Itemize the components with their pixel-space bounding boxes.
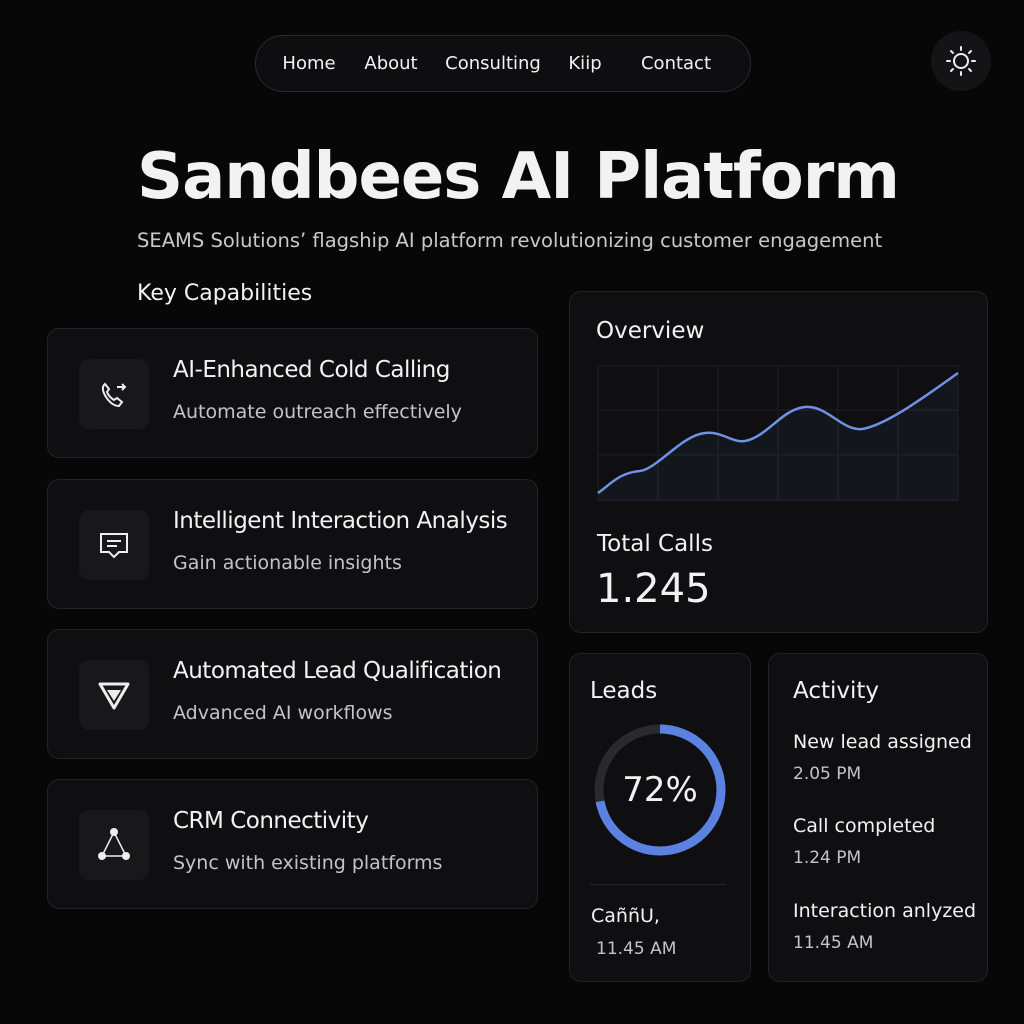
activity-label: New lead assigned xyxy=(793,731,972,753)
subtitle: SEAMS Solutions’ flagship AI platform re… xyxy=(137,229,883,252)
divider xyxy=(590,884,726,885)
theme-toggle[interactable] xyxy=(931,31,991,91)
metric-value: 1.245 xyxy=(596,566,711,612)
nav-link[interactable]: Kiip xyxy=(568,53,602,74)
overview-card: Overview Total Calls 1.245 xyxy=(569,291,988,633)
page-title: Sandbees AI Platform xyxy=(137,140,900,214)
card-title: Intelligent Interaction Analysis xyxy=(173,508,508,534)
card-title: AI-Enhanced Cold Calling xyxy=(173,357,450,383)
card-description: Gain actionable insights xyxy=(173,552,402,574)
activity-time: 11.45 AM xyxy=(793,933,874,953)
capability-card[interactable]: Automated Lead Qualification Advanced AI… xyxy=(47,629,538,759)
capability-card[interactable]: Intelligent Interaction Analysis Gain ac… xyxy=(47,479,538,609)
nav-link[interactable]: Consulting xyxy=(445,53,541,74)
nav-link[interactable]: Contact xyxy=(640,53,712,74)
nav-link[interactable]: Home xyxy=(282,53,336,74)
activity-time: 1.24 PM xyxy=(793,848,862,868)
section-heading: Key Capabilities xyxy=(137,281,313,306)
network-icon xyxy=(79,810,149,880)
ring-progress xyxy=(594,724,726,856)
card-description: Automate outreach effectively xyxy=(173,401,462,423)
nav-bar: Home About Consulting Kiip Contact xyxy=(255,35,751,92)
card-heading: Leads xyxy=(590,678,658,704)
leads-card: Leads 72% CaññU, 11.45 AM xyxy=(569,653,751,982)
card-title: CRM Connectivity xyxy=(173,808,369,834)
activity-label: Interaction anlyzed xyxy=(793,900,977,922)
activity-card: Activity New lead assigned 2.05 PM Call … xyxy=(768,653,988,982)
overview-chart xyxy=(597,365,959,501)
sun-icon xyxy=(946,46,976,76)
capability-card[interactable]: CRM Connectivity Sync with existing plat… xyxy=(47,779,538,909)
phone-icon xyxy=(79,359,149,429)
card-heading: Overview xyxy=(596,318,705,344)
lead-time: 11.45 AM xyxy=(596,939,677,959)
activity-time: 2.05 PM xyxy=(793,764,862,784)
nav-link[interactable]: About xyxy=(364,53,418,74)
leads-ring xyxy=(594,724,726,856)
card-heading: Activity xyxy=(793,678,880,704)
card-description: Advanced AI workflows xyxy=(173,702,393,724)
metric-label: Total Calls xyxy=(597,531,713,557)
leads-percent: 72% xyxy=(622,770,698,810)
message-icon xyxy=(79,510,149,580)
funnel-icon xyxy=(79,660,149,730)
card-title: Automated Lead Qualification xyxy=(173,658,502,684)
card-description: Sync with existing platforms xyxy=(173,852,443,874)
activity-label: Call completed xyxy=(793,815,936,837)
capability-card[interactable]: AI-Enhanced Cold Calling Automate outrea… xyxy=(47,328,538,458)
lead-label: CaññU, xyxy=(591,905,660,927)
